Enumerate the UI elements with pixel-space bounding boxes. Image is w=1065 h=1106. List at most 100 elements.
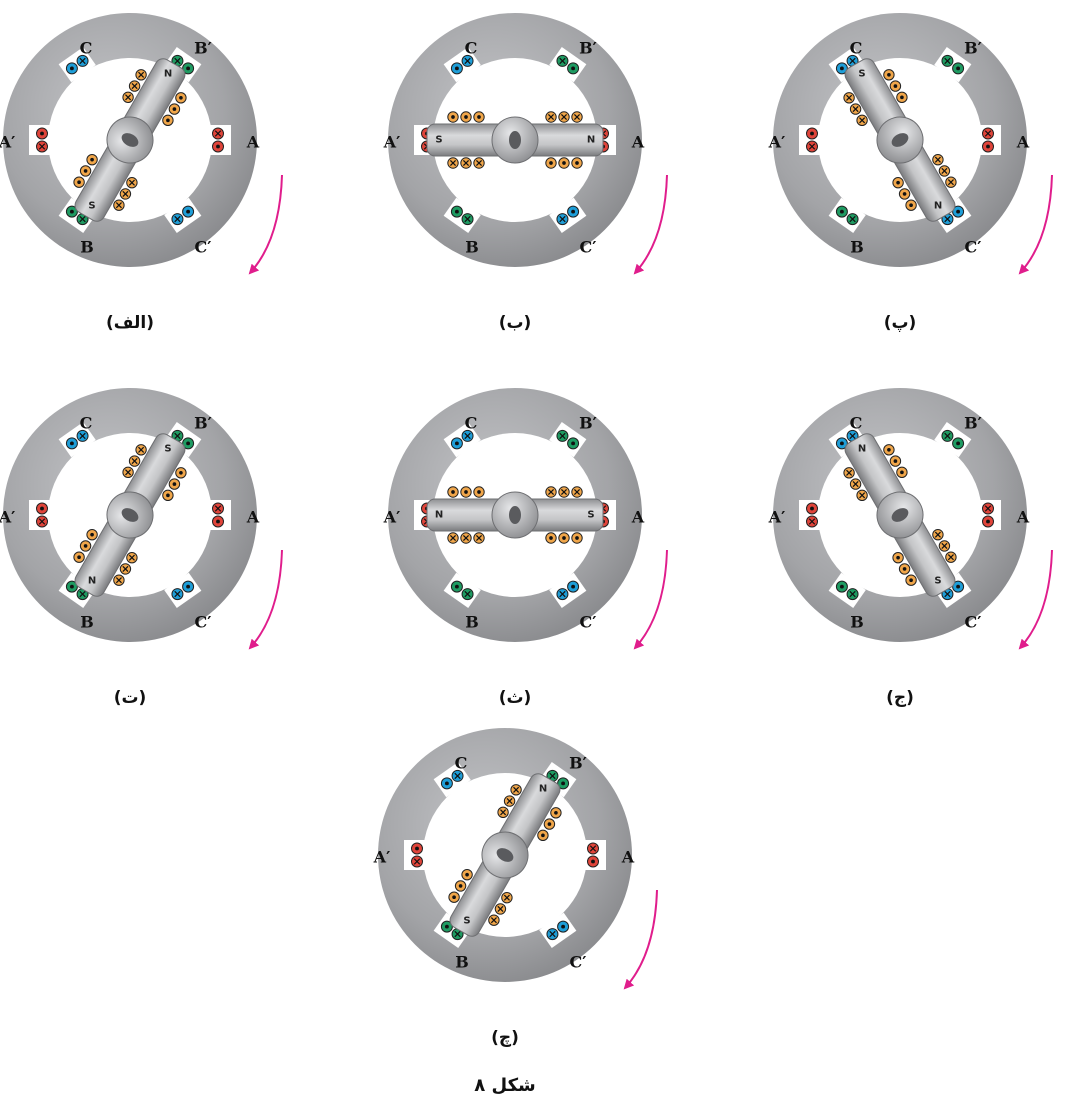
- rotor-pole-label: N: [934, 200, 942, 211]
- rotor-conductor: [488, 914, 500, 926]
- label-a-prime: A′: [373, 848, 391, 867]
- rotor-conductor: [843, 92, 855, 104]
- rotor-shaft: [509, 131, 521, 149]
- label-c: C: [455, 754, 468, 773]
- stator-slot-a-prime: [29, 125, 55, 155]
- rotor-conductor: [473, 532, 485, 544]
- rotor-conductor: [537, 829, 549, 842]
- rotor-shaft: [496, 848, 514, 862]
- phase-a-prime-conductor: [36, 515, 48, 528]
- phase-a-prime-conductor: [411, 842, 423, 855]
- label-c-prime: C′: [965, 238, 982, 257]
- phase-b-conductor: [461, 213, 474, 226]
- rotor-conductor: [545, 157, 557, 169]
- rotor-conductor: [460, 486, 472, 498]
- label-c: C: [850, 414, 863, 433]
- phase-b-conductor: [65, 580, 78, 593]
- rotor-conductor: [86, 153, 98, 166]
- rotor-conductor: [460, 157, 472, 169]
- rotor-conductor: [883, 444, 895, 456]
- label-a: A: [621, 848, 635, 867]
- label-b: B: [850, 613, 864, 632]
- stator-slot-c: [443, 47, 481, 83]
- rotor-conductor: [473, 486, 485, 498]
- rotor-conductor: [460, 111, 472, 123]
- phase-a-conductor: [212, 502, 224, 515]
- panel-caption: (ج): [886, 688, 914, 708]
- rotor-conductor: [938, 540, 951, 552]
- label-c: C: [465, 39, 478, 58]
- rotor-shaft: [891, 508, 909, 522]
- label-a-prime: A′: [383, 508, 401, 527]
- phase-b-prime-conductor: [182, 437, 195, 450]
- phase-c-prime-conductor: [171, 588, 184, 601]
- phase-a-prime-conductor: [806, 127, 818, 140]
- figure-title: شکل ۸: [474, 1075, 536, 1096]
- rotor-pole-label: S: [463, 915, 470, 926]
- phase-b-conductor: [846, 213, 859, 226]
- rotor-conductor: [892, 176, 904, 189]
- phase-a-conductor: [982, 502, 994, 515]
- stator-slot-b: [58, 197, 96, 233]
- label-a: A: [631, 508, 645, 527]
- rotor: SN: [843, 433, 957, 597]
- phase-b-prime-conductor: [567, 62, 580, 75]
- rotor: SN: [73, 433, 187, 597]
- rotor-conductor: [571, 157, 583, 169]
- phase-a-conductor: [982, 140, 994, 153]
- stator-slot-a-prime: [799, 500, 825, 530]
- rotor-conductor: [558, 486, 570, 498]
- rotor-conductor: [119, 563, 132, 575]
- rotor-pole-label: N: [858, 444, 866, 455]
- label-b-prime: B′: [964, 39, 982, 58]
- phase-c-prime-conductor: [556, 588, 569, 601]
- label-c-prime: C′: [195, 238, 212, 257]
- rotation-arrow: [1018, 549, 1053, 650]
- rotation-arrow: [1018, 174, 1053, 275]
- label-c: C: [465, 414, 478, 433]
- rotor-conductor: [454, 880, 467, 892]
- stator-slot-b-prime: [934, 47, 972, 83]
- label-b: B: [465, 238, 479, 257]
- motor-panel: SN AA′C B′B C′(ث): [383, 388, 668, 708]
- phase-c-conductor: [451, 769, 464, 782]
- label-b-prime: B′: [194, 414, 212, 433]
- label-a-prime: A′: [383, 133, 401, 152]
- rotation-arrow: [248, 549, 283, 650]
- phase-a-conductor: [212, 515, 224, 528]
- stator-slot-b: [433, 912, 471, 948]
- rotor-shaft: [509, 506, 521, 524]
- rotor-conductor: [460, 532, 472, 544]
- rotor-conductor: [73, 551, 85, 563]
- phase-b-conductor: [65, 205, 78, 218]
- rotor-pole-label: N: [164, 69, 172, 80]
- stator-slot-c-prime: [164, 572, 202, 608]
- rotor-conductor: [175, 467, 187, 479]
- stator-slot-c: [58, 47, 96, 83]
- label-a: A: [1016, 133, 1030, 152]
- rotor-conductor: [79, 540, 92, 552]
- label-c: C: [80, 39, 93, 58]
- rotor-conductor: [135, 69, 147, 81]
- panel-caption: (ث): [499, 688, 532, 708]
- rotor-conductor: [896, 466, 908, 479]
- phase-c-conductor: [440, 777, 453, 790]
- phase-a-prime-conductor: [36, 502, 48, 515]
- phase-c-conductor: [76, 429, 89, 442]
- rotor-conductor: [447, 532, 459, 544]
- rotor-conductor: [558, 157, 570, 169]
- phase-c-conductor: [461, 54, 474, 67]
- rotor-conductor: [162, 489, 174, 502]
- rotor-conductor: [856, 489, 868, 502]
- rotor-conductor: [113, 199, 125, 211]
- stator-slot-b-prime: [549, 422, 587, 458]
- rotor-conductor: [938, 165, 951, 177]
- label-a-prime: A′: [768, 133, 786, 152]
- rotor-conductor: [843, 467, 855, 479]
- rotor-pole-label: N: [88, 575, 96, 586]
- rotor-conductor: [545, 486, 557, 498]
- rotation-arrow: [633, 174, 668, 275]
